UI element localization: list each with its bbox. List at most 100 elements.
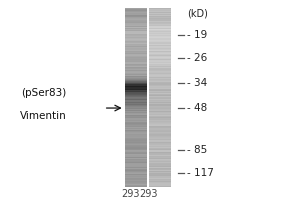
- Bar: [124, 110, 147, 111]
- Bar: [148, 11, 171, 12]
- Bar: [124, 156, 147, 157]
- Bar: [124, 79, 147, 80]
- Text: - 26: - 26: [187, 53, 208, 63]
- Bar: [148, 87, 171, 88]
- Bar: [124, 68, 147, 69]
- Bar: [124, 26, 147, 27]
- Bar: [148, 95, 171, 96]
- Bar: [124, 18, 147, 19]
- Bar: [148, 163, 171, 164]
- Bar: [124, 137, 147, 138]
- Bar: [124, 28, 147, 29]
- Bar: [148, 75, 171, 76]
- Bar: [148, 64, 171, 65]
- Bar: [148, 155, 171, 156]
- Bar: [124, 135, 147, 136]
- Bar: [124, 147, 147, 148]
- Bar: [124, 122, 147, 123]
- Bar: [124, 128, 147, 129]
- Bar: [148, 160, 171, 161]
- Bar: [124, 8, 147, 9]
- Bar: [124, 162, 147, 163]
- Bar: [124, 92, 147, 93]
- Bar: [124, 166, 147, 167]
- Bar: [124, 13, 147, 14]
- Bar: [124, 160, 147, 161]
- Bar: [124, 64, 147, 65]
- Bar: [148, 52, 171, 53]
- Bar: [124, 56, 147, 57]
- Bar: [148, 118, 171, 119]
- Bar: [148, 154, 171, 155]
- Bar: [124, 42, 147, 43]
- Bar: [124, 120, 147, 121]
- Bar: [148, 128, 171, 129]
- Bar: [124, 17, 147, 18]
- Bar: [124, 118, 147, 119]
- Bar: [124, 19, 147, 20]
- Bar: [124, 35, 147, 36]
- Bar: [148, 122, 171, 123]
- Bar: [124, 141, 147, 142]
- Bar: [124, 84, 147, 85]
- Bar: [148, 65, 171, 66]
- Bar: [124, 103, 147, 104]
- Bar: [148, 74, 171, 75]
- Bar: [124, 96, 147, 97]
- Bar: [148, 168, 171, 169]
- Bar: [148, 14, 171, 15]
- Bar: [124, 144, 147, 145]
- Bar: [124, 148, 147, 149]
- Bar: [124, 74, 147, 75]
- Bar: [148, 30, 171, 31]
- Bar: [148, 173, 171, 174]
- Bar: [124, 88, 147, 89]
- Bar: [124, 167, 147, 168]
- Bar: [148, 169, 171, 170]
- Bar: [148, 12, 171, 13]
- Bar: [148, 31, 171, 32]
- Bar: [148, 45, 171, 46]
- Bar: [124, 130, 147, 131]
- Bar: [148, 62, 171, 63]
- Bar: [124, 23, 147, 24]
- Bar: [148, 35, 171, 36]
- Bar: [148, 60, 171, 61]
- Bar: [124, 82, 147, 83]
- Bar: [148, 182, 171, 183]
- Bar: [148, 80, 171, 81]
- Bar: [124, 49, 147, 50]
- Bar: [148, 137, 171, 138]
- Bar: [124, 75, 147, 76]
- Bar: [124, 34, 147, 35]
- Bar: [124, 115, 147, 116]
- Bar: [124, 31, 147, 32]
- Bar: [148, 161, 171, 162]
- Bar: [148, 89, 171, 90]
- Bar: [148, 55, 171, 56]
- Bar: [124, 83, 147, 84]
- Bar: [148, 103, 171, 104]
- Bar: [148, 15, 171, 16]
- Bar: [148, 39, 171, 40]
- Bar: [124, 15, 147, 16]
- Bar: [124, 159, 147, 160]
- Bar: [124, 145, 147, 146]
- Bar: [148, 69, 171, 70]
- Bar: [148, 48, 171, 49]
- Bar: [124, 89, 147, 90]
- Bar: [124, 172, 147, 173]
- Bar: [148, 119, 171, 120]
- Text: - 19: - 19: [187, 30, 208, 40]
- Bar: [148, 36, 171, 37]
- Bar: [124, 129, 147, 130]
- Bar: [148, 73, 171, 74]
- Bar: [148, 177, 171, 178]
- Bar: [148, 76, 171, 77]
- Bar: [148, 144, 171, 145]
- Bar: [148, 28, 171, 29]
- Bar: [148, 68, 171, 69]
- Bar: [148, 63, 171, 64]
- Bar: [148, 107, 171, 108]
- Bar: [148, 47, 171, 48]
